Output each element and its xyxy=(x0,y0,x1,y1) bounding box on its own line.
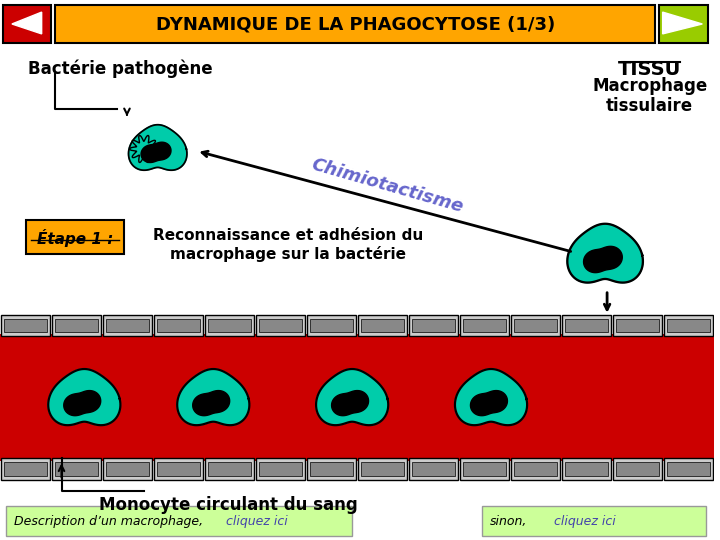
Bar xyxy=(358,315,407,336)
Polygon shape xyxy=(662,12,702,34)
Bar xyxy=(157,462,200,476)
Polygon shape xyxy=(177,369,249,425)
Bar xyxy=(511,315,560,336)
Bar xyxy=(106,319,149,333)
Bar xyxy=(208,319,251,333)
Bar xyxy=(511,458,560,480)
Bar xyxy=(310,462,353,476)
Polygon shape xyxy=(332,390,369,416)
Text: cliquez ici: cliquez ici xyxy=(226,516,288,529)
Bar xyxy=(463,462,506,476)
Bar xyxy=(0,334,714,462)
Bar xyxy=(0,46,714,339)
Polygon shape xyxy=(470,390,508,416)
Polygon shape xyxy=(12,12,42,34)
Text: Description d’un macrophage,: Description d’un macrophage, xyxy=(14,516,203,529)
Bar xyxy=(463,319,506,333)
Bar xyxy=(259,462,302,476)
Bar xyxy=(55,462,98,476)
Bar xyxy=(310,319,353,333)
Bar xyxy=(157,319,200,333)
FancyBboxPatch shape xyxy=(26,220,124,254)
Polygon shape xyxy=(567,224,643,282)
Bar xyxy=(665,315,714,336)
Bar xyxy=(616,319,660,333)
Polygon shape xyxy=(316,369,388,425)
Bar xyxy=(154,458,203,480)
Text: Monocyte circulant du sang: Monocyte circulant du sang xyxy=(99,496,358,514)
Bar xyxy=(616,462,660,476)
Bar xyxy=(613,315,662,336)
Bar xyxy=(103,315,152,336)
Bar xyxy=(208,462,251,476)
Bar xyxy=(52,315,101,336)
Bar xyxy=(460,315,509,336)
Bar xyxy=(460,458,509,480)
Bar xyxy=(412,462,455,476)
Bar xyxy=(307,458,356,480)
Bar xyxy=(514,319,557,333)
Bar xyxy=(667,462,710,476)
Polygon shape xyxy=(48,369,120,425)
Bar xyxy=(562,458,611,480)
Bar xyxy=(4,462,47,476)
Bar xyxy=(52,458,101,480)
Bar xyxy=(256,458,305,480)
Bar xyxy=(4,319,47,333)
Text: Reconnaissance et adhésion du
macrophage sur la bactérie: Reconnaissance et adhésion du macrophage… xyxy=(153,228,423,262)
Text: sinon,: sinon, xyxy=(490,516,528,529)
Polygon shape xyxy=(584,246,622,273)
Bar xyxy=(205,315,254,336)
Polygon shape xyxy=(193,390,230,416)
Polygon shape xyxy=(64,390,101,416)
Polygon shape xyxy=(128,125,187,170)
Text: Étape 1 :: Étape 1 : xyxy=(37,230,114,247)
Bar xyxy=(412,319,455,333)
Bar xyxy=(1,315,50,336)
FancyBboxPatch shape xyxy=(55,5,654,43)
Bar xyxy=(106,462,149,476)
Bar xyxy=(409,458,458,480)
Bar xyxy=(361,319,404,333)
Bar xyxy=(55,319,98,333)
Bar xyxy=(259,319,302,333)
FancyBboxPatch shape xyxy=(659,5,708,43)
Text: cliquez ici: cliquez ici xyxy=(554,516,616,529)
Text: DYNAMIQUE DE LA PHAGOCYTOSE (1/3): DYNAMIQUE DE LA PHAGOCYTOSE (1/3) xyxy=(156,16,554,34)
FancyBboxPatch shape xyxy=(6,506,352,536)
Bar xyxy=(256,315,305,336)
Polygon shape xyxy=(455,369,527,425)
Bar xyxy=(205,458,254,480)
Bar xyxy=(103,458,152,480)
Bar xyxy=(514,462,557,476)
Bar xyxy=(1,458,50,480)
Bar xyxy=(565,462,608,476)
FancyBboxPatch shape xyxy=(482,506,706,536)
Polygon shape xyxy=(141,142,171,163)
Bar xyxy=(361,462,404,476)
Bar xyxy=(613,458,662,480)
Text: TISSU: TISSU xyxy=(618,60,681,79)
Bar xyxy=(665,458,714,480)
FancyBboxPatch shape xyxy=(3,5,50,43)
Bar xyxy=(154,315,203,336)
Bar xyxy=(565,319,608,333)
Bar xyxy=(667,319,710,333)
Bar xyxy=(562,315,611,336)
Text: Macrophage
tissulaire: Macrophage tissulaire xyxy=(592,77,707,116)
Bar xyxy=(307,315,356,336)
Text: Chimiotactisme: Chimiotactisme xyxy=(309,156,465,216)
Bar xyxy=(409,315,458,336)
Bar xyxy=(358,458,407,480)
Polygon shape xyxy=(130,136,158,163)
Text: Bactérie pathogène: Bactérie pathogène xyxy=(28,60,212,78)
